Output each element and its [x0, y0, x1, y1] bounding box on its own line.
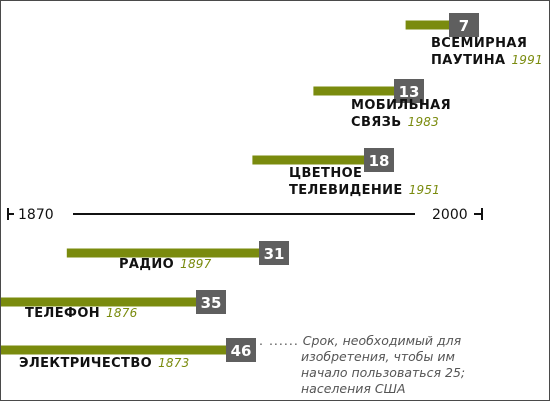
value-label: 31	[264, 245, 285, 263]
note-line: Срок, необходимый для	[302, 333, 462, 348]
tech-year: 1873	[158, 356, 190, 370]
timeline-bar	[66, 248, 259, 258]
tech-name: ЦВЕТНОЕ ТЕЛЕВИДЕНИЕ 1951	[289, 165, 440, 199]
axis-end-label: 2000	[432, 207, 468, 223]
tech-name-line: ЭЛЕКТРИЧЕСТВО 1873	[19, 356, 190, 371]
value-label: 18	[369, 152, 390, 170]
tech-year: 1991	[511, 53, 543, 67]
tech-name-line: МОБИЛЬНАЯ	[351, 98, 452, 113]
value-box	[449, 13, 479, 37]
tech-name-line: РАДИО 1897	[119, 257, 212, 272]
value-box	[226, 338, 256, 362]
tech-name-line: ЦВЕТНОЕ	[289, 166, 363, 181]
timeline-bar	[1, 345, 227, 355]
tech-name-line: ТЕЛЕФОН 1876	[25, 306, 138, 321]
tech-year: 1876	[106, 306, 138, 320]
value-box	[259, 241, 289, 265]
value-label: 13	[399, 83, 420, 101]
value-box	[196, 290, 226, 314]
timeline-bar	[405, 20, 449, 30]
value-box	[364, 148, 394, 172]
tech-name-line: ПАУТИНА 1991	[431, 53, 543, 68]
tech-year: 1983	[407, 115, 439, 129]
tech-name-line: СВЯЗЬ 1983	[351, 115, 439, 130]
value-label: 7	[459, 17, 469, 35]
axis-start-label: 1870	[18, 207, 54, 223]
value-label: 46	[231, 342, 252, 360]
note-line: изобретения, чтобы им	[301, 349, 455, 364]
tech-name: ВСЕМИРНАЯ ПАУТИНА 1991	[431, 35, 543, 69]
value-label: 35	[201, 294, 222, 312]
tech-year: 1951	[408, 183, 441, 197]
tech-name-line: ВСЕМИРНАЯ	[431, 36, 528, 51]
timeline-bar	[252, 155, 364, 165]
tech-year: 1897	[180, 257, 212, 271]
value-box	[394, 79, 424, 103]
note-line: начало пользоваться 25;	[301, 365, 466, 380]
tech-name: МОБИЛЬНАЯ СВЯЗЬ 1983	[351, 97, 451, 131]
note-dots: . ......	[259, 333, 299, 348]
tech-name: ЭЛЕКТРИЧЕСТВО 1873	[19, 355, 189, 372]
timeline-bar	[1, 297, 196, 307]
timeline-bar	[313, 86, 394, 96]
legend-note: . ...... Срок, необходимый для изобретен…	[259, 333, 465, 397]
tech-name: ТЕЛЕФОН 1876	[25, 305, 137, 322]
note-line: населения США	[301, 381, 406, 396]
tech-name-line: ТЕЛЕВИДЕНИЕ 1951	[289, 183, 441, 198]
tech-name: РАДИО 1897	[119, 256, 211, 273]
